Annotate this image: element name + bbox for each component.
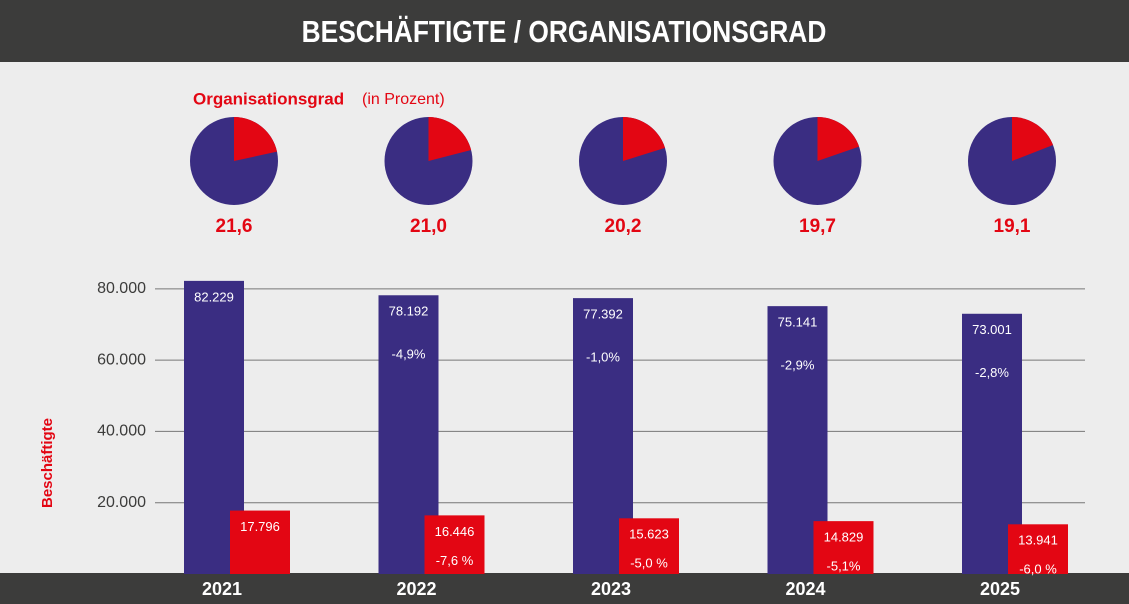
bar-value-label: 78.192: [389, 304, 429, 319]
pie-slice: [1012, 117, 1054, 161]
x-tick-label: 2023: [591, 579, 631, 599]
pie-value-label: 21,0: [410, 216, 447, 237]
y-tick-label: 80.000: [97, 280, 146, 297]
pie-value-label: 19,7: [799, 216, 836, 237]
bar-change-label: -2,8%: [975, 365, 1009, 380]
pie-slice: [234, 117, 277, 161]
bar-value-label: 17.796: [240, 519, 280, 534]
x-tick-label: 2021: [202, 579, 242, 599]
bar: [424, 515, 485, 574]
bar-value-label: 16.446: [435, 524, 475, 539]
bar-change-label: -1,0%: [586, 350, 620, 365]
bar-change-label: -2,9%: [781, 358, 815, 373]
pie-value-label: 21,6: [216, 216, 253, 237]
pie-slice: [623, 117, 666, 161]
pie-value-label: 19,1: [994, 216, 1031, 237]
bar-value-label: 75.141: [778, 315, 818, 330]
bar: [230, 510, 290, 574]
pie-slice: [428, 117, 472, 161]
bar-change-label: -5,0 %: [630, 556, 668, 571]
pie-title: Organisationsgrad: [193, 89, 344, 108]
bar: [813, 521, 874, 574]
title-bar: [0, 0, 1129, 62]
page-title: BESCHÄFTIGTE / ORGANISATIONSGRAD: [302, 14, 827, 50]
y-axis-label: Beschäftigte: [39, 418, 56, 508]
bar-change-label: -4,9%: [392, 347, 426, 362]
bar: [619, 518, 679, 574]
bar-value-label: 14.829: [824, 530, 864, 545]
bar: [1008, 524, 1068, 574]
x-tick-label: 2024: [785, 579, 825, 599]
bar-value-label: 15.623: [629, 527, 669, 542]
y-tick-label: 20.000: [97, 494, 146, 511]
y-tick-label: 60.000: [97, 351, 146, 368]
x-axis-bar: [0, 573, 1129, 604]
x-tick-label: 2025: [980, 579, 1020, 599]
bar-change-label: -5,1%: [827, 559, 861, 574]
bar-value-label: 82.229: [194, 289, 234, 304]
pie-slice: [817, 117, 860, 161]
bar-value-label: 77.392: [583, 307, 623, 322]
bar-value-label: 73.001: [972, 322, 1012, 337]
x-tick-label: 2022: [396, 579, 436, 599]
bar-change-label: -7,6 %: [436, 553, 474, 568]
pie-value-label: 20,2: [605, 216, 642, 237]
y-tick-label: 40.000: [97, 423, 146, 440]
bar-value-label: 13.941: [1018, 533, 1058, 548]
bar-change-label: -6,0 %: [1019, 562, 1057, 577]
pie-subtitle: (in Prozent): [362, 91, 445, 108]
